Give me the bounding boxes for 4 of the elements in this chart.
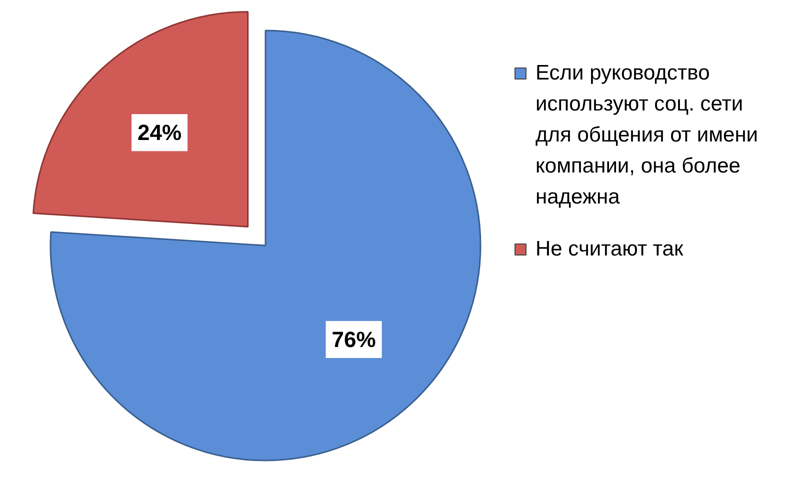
legend-label: Не считают так — [536, 238, 684, 260]
data-label: 24% — [138, 120, 182, 146]
data-label: 76% — [332, 327, 376, 352]
legend-label: Если руководство используют соц. сети для общения от имени компании, она более надежна — [536, 62, 758, 209]
